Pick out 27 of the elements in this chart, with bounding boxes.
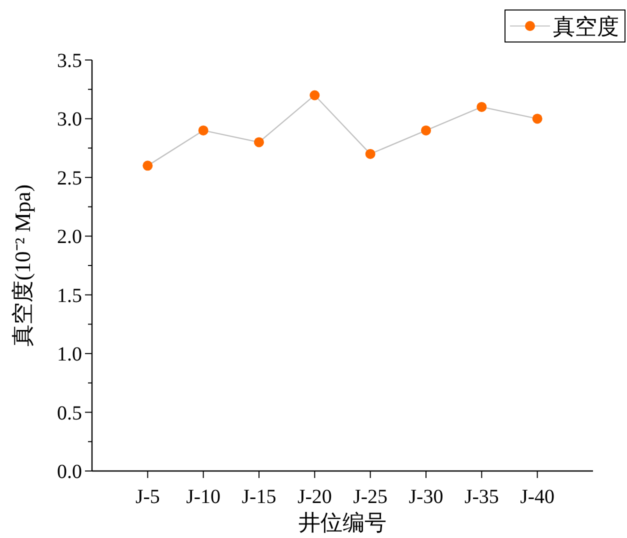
point — [310, 90, 320, 100]
point — [142, 160, 153, 171]
x-tick-label: J-15 — [242, 486, 276, 508]
x-tick-label: J-20 — [297, 486, 332, 508]
legend-label: 真空度 — [553, 14, 619, 39]
y-axis-title: 真空度(10⁻² Mpa) — [10, 184, 35, 347]
y-tick-label: 1.0 — [57, 344, 82, 366]
x-tick-label: J-10 — [186, 486, 221, 508]
point — [532, 114, 542, 124]
x-tick-label: J-5 — [135, 486, 160, 508]
x-axis-title: 井位编号 — [298, 510, 386, 535]
point — [365, 148, 376, 159]
x-tick-label: J-30 — [408, 486, 444, 508]
point — [476, 102, 487, 112]
point — [198, 125, 208, 136]
y-tick-label: 3.5 — [57, 50, 82, 72]
y-tick-label: 1.5 — [57, 284, 82, 307]
y-tick-label: 2.5 — [57, 167, 82, 190]
point — [254, 137, 264, 148]
x-tick-label: J-35 — [464, 486, 499, 508]
x-tick-label: J-40 — [520, 486, 555, 508]
y-tick-label: 2.0 — [57, 226, 82, 248]
y-tick-label: 3.0 — [57, 108, 82, 131]
y-tick-label: 0.0 — [57, 461, 82, 483]
point — [421, 125, 431, 136]
x-tick-label: J-25 — [353, 486, 388, 508]
y-tick-label: 0.5 — [57, 402, 82, 424]
